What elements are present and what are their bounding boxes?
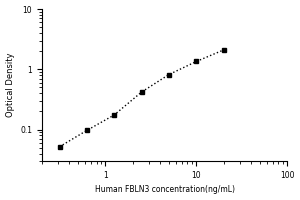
Y-axis label: Optical Density: Optical Density [6, 53, 15, 117]
X-axis label: Human FBLN3 concentration(ng/mL): Human FBLN3 concentration(ng/mL) [94, 185, 235, 194]
